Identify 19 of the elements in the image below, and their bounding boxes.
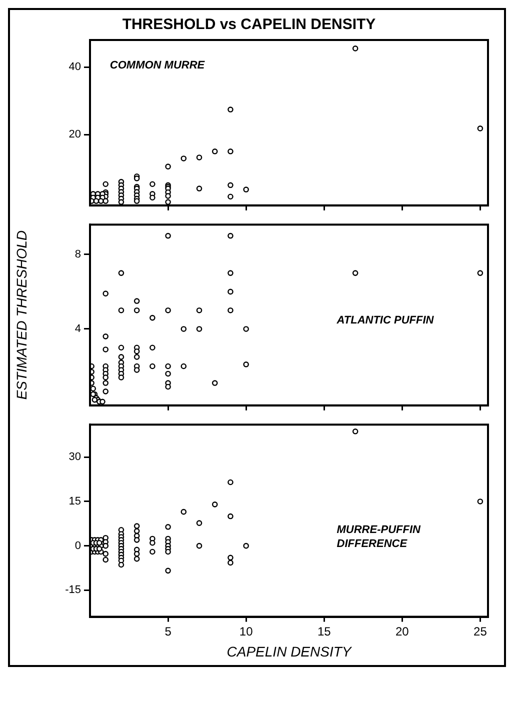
y-tick-label: 8 (74, 248, 81, 260)
x-tick-label: 15 (317, 624, 332, 638)
y-tick-label: 40 (68, 61, 81, 74)
y-tick-label: 15 (68, 496, 81, 508)
y-tick-label: 0 (74, 540, 81, 552)
annotation: MURRE-PUFFIN DIFFERENCE (336, 524, 422, 550)
y-tick-label: 30 (68, 451, 81, 464)
annotation: ATLANTIC PUFFIN (336, 314, 435, 327)
x-tick-label: 20 (395, 624, 410, 638)
x-tick-label: 10 (239, 624, 254, 638)
y-tick-label: 20 (68, 128, 81, 141)
y-tick-label: -15 (65, 584, 81, 596)
annotation: COMMON MURRE (110, 59, 206, 72)
y-axis-title: ESTIMATED THRESHOLD (13, 230, 30, 400)
x-tick-label: 25 (474, 624, 488, 638)
y-tick-label: 4 (74, 323, 81, 336)
x-axis-title: CAPELIN DENSITY (226, 643, 353, 660)
x-tick-label: 5 (164, 624, 172, 638)
chart-title: THRESHOLD vs CAPELIN DENSITY (122, 16, 376, 34)
